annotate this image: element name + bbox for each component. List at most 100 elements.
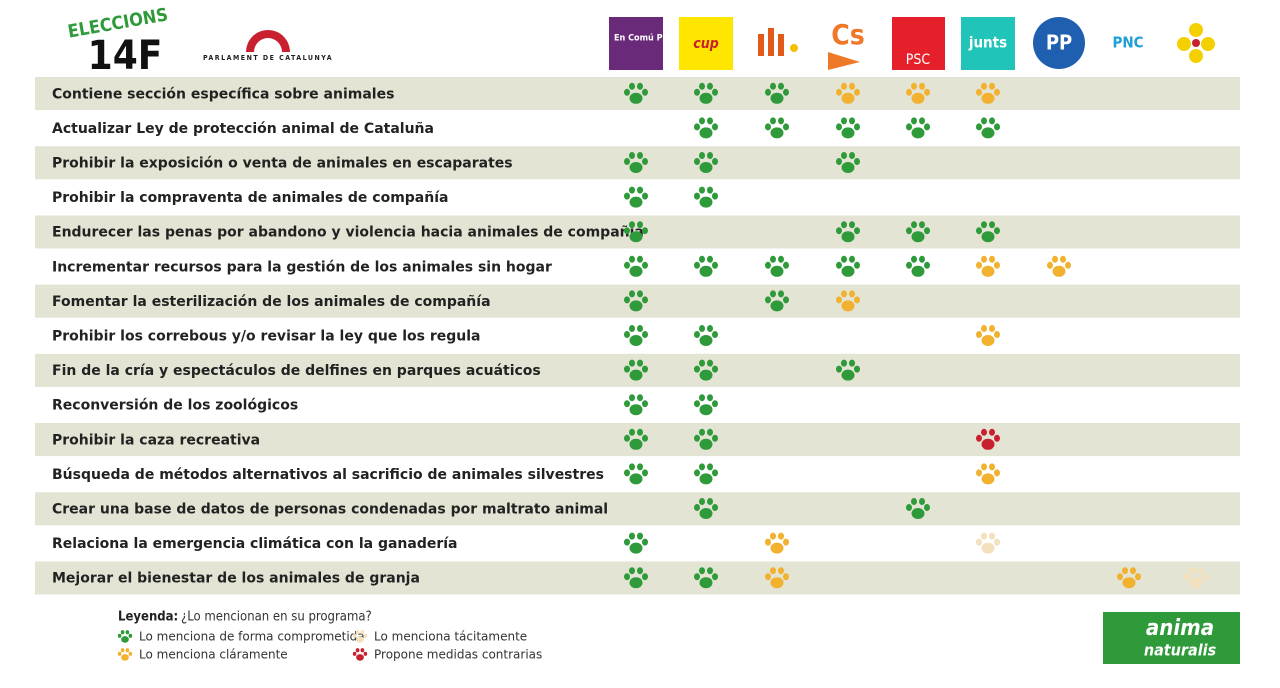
paw-icon [624, 428, 648, 450]
paw-toe [778, 532, 784, 540]
paw-pad [770, 265, 784, 277]
paw-icon [1047, 255, 1071, 277]
paw-toe [624, 538, 630, 546]
paw-pad [1189, 577, 1203, 589]
paw-toe [976, 88, 982, 96]
paw-toe [699, 117, 705, 125]
paw-toe [919, 82, 925, 90]
row-label: Contiene sección específica sobre animal… [52, 86, 394, 102]
party-name: junts [968, 34, 1007, 52]
paw-toe [128, 633, 133, 638]
paw-pad [841, 300, 855, 312]
paw-icon [624, 221, 648, 243]
paw-icon [836, 255, 860, 277]
paw-icon [976, 221, 1000, 243]
brand-logo: anima naturalis [1103, 612, 1240, 664]
table: Contiene sección específica sobre animal… [35, 77, 1240, 595]
paw-pad [770, 577, 784, 589]
paw-icon [694, 394, 718, 416]
header: ELECCIONS 14F PARLAMENT DE CATALUNYA En … [66, 4, 1215, 79]
paw-toe [981, 532, 987, 540]
paw-pad [629, 542, 643, 554]
paw-toe [765, 573, 771, 581]
paw-toe [1047, 261, 1053, 269]
paw-pad [629, 438, 643, 450]
paw-toe [642, 469, 648, 477]
paw-toe [629, 152, 635, 159]
paw-toe [924, 227, 930, 235]
paw-toe [629, 394, 635, 402]
paw-toe [629, 359, 635, 367]
paw-toe [125, 630, 130, 635]
paw-toe [989, 325, 995, 332]
paw-icon [836, 359, 860, 381]
paw-toe [1130, 567, 1136, 575]
paw-toe [1052, 255, 1058, 263]
paw-icon [906, 117, 930, 139]
party-logo [892, 17, 945, 70]
paw-toe [694, 158, 700, 165]
paw-toe [629, 221, 635, 229]
paw-pad [1122, 577, 1136, 589]
paw-toe [642, 296, 648, 304]
paw-toe [911, 221, 917, 229]
paw-toe [783, 538, 789, 546]
paw-icon [694, 498, 718, 519]
paw-pad [1052, 265, 1066, 277]
paw-icon [1184, 567, 1208, 589]
paw-toe [1065, 261, 1071, 269]
paw-toe [712, 88, 718, 96]
parliament-logo [246, 30, 290, 52]
paw-toe [770, 117, 776, 125]
paw-toe [994, 331, 1000, 338]
paw-pad [841, 162, 855, 173]
paw-toe [783, 261, 789, 269]
paw-icon [694, 82, 718, 104]
paw-toe [699, 152, 705, 159]
paw-toe [770, 290, 776, 298]
paw-toe [989, 428, 995, 436]
paw-toe [712, 504, 718, 511]
paw-toe [629, 325, 635, 332]
paw-toe [642, 88, 648, 96]
paw-pad [629, 335, 643, 346]
paw-toe [906, 261, 912, 269]
paw-icon [976, 255, 1000, 277]
party-name: Cs [831, 18, 864, 51]
paw-toe [637, 463, 643, 471]
paw-pad [841, 369, 855, 381]
paw-toe [694, 192, 700, 200]
paw-toe [783, 88, 789, 96]
row-label: Búsqueda de métodos alternativos al sacr… [52, 467, 604, 483]
paw-toe [629, 290, 635, 298]
paw-pad [841, 265, 855, 277]
row-label: Prohibir la caza recreativa [52, 432, 260, 448]
paw-icon [117, 630, 133, 643]
row-label: Mejorar el bienestar de los animales de … [52, 571, 420, 587]
paw-toe [841, 359, 847, 367]
paw-toe [707, 82, 713, 90]
paw-pad [356, 654, 364, 661]
paw-toe [849, 255, 855, 263]
paw-toe [849, 117, 855, 125]
paw-toe [989, 463, 995, 471]
paw-icon [836, 117, 860, 139]
paw-toe [836, 365, 842, 373]
paw-toe [624, 227, 630, 235]
paw-icon [117, 648, 133, 661]
table-row [35, 111, 1240, 145]
paw-toe [989, 82, 995, 90]
paw-toe [783, 573, 789, 581]
paw-pad [911, 127, 925, 139]
paw-icon [624, 359, 648, 381]
paw-pad [121, 654, 129, 661]
paw-toe [699, 186, 705, 194]
paw-toe [624, 261, 630, 269]
paw-toe [642, 331, 648, 338]
paw-pad [629, 265, 643, 277]
row-label: Relaciona la emergencia climática con la… [52, 536, 458, 552]
paw-toe [1189, 567, 1195, 575]
paw-toe [770, 82, 776, 90]
paw-icon [624, 394, 648, 416]
